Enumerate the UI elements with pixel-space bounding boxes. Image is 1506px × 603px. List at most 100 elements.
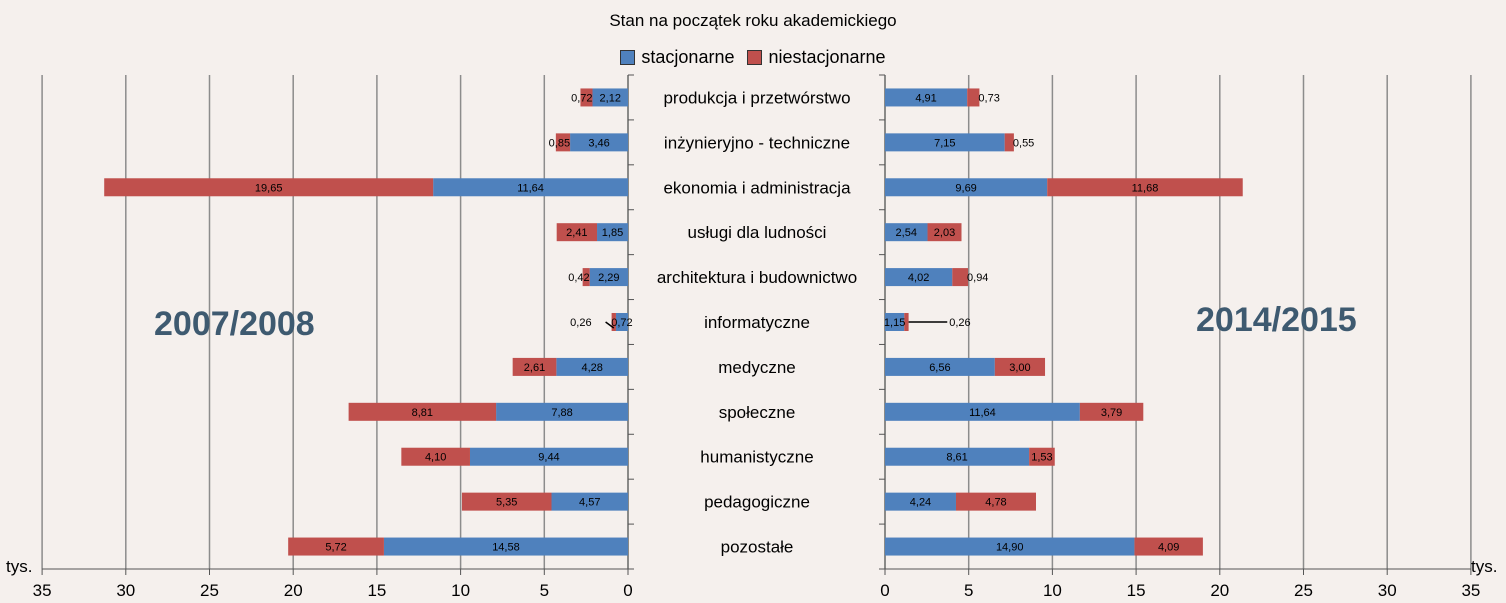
x-tick-label-left: 0 <box>623 581 632 600</box>
bar-niestacjonarne-left <box>555 133 571 152</box>
data-label-stacjonarne-left: 1,85 <box>602 227 623 239</box>
data-label-stacjonarne-right: 7,15 <box>934 137 955 149</box>
legend-label-niestacjonarne: niestacjonarne <box>768 47 886 67</box>
data-label-stacjonarne-right: 4,91 <box>915 92 936 104</box>
bar-niestacjonarne-left <box>582 268 590 287</box>
bar-niestacjonarne-right <box>927 223 962 242</box>
category-label: pozostałe <box>721 538 794 557</box>
x-tick-label-left: 25 <box>200 581 219 600</box>
bar-niestacjonarne-right <box>1134 537 1203 556</box>
bar-niestacjonarne-right <box>1004 133 1014 152</box>
unit-label-left: tys. <box>6 557 33 576</box>
data-label-niestacjonarne-right: 2,03 <box>934 227 955 239</box>
bar-niestacjonarne-right <box>955 492 1036 511</box>
bar-stacjonarne-right <box>885 223 928 242</box>
data-label-niestacjonarne-left: 0,85 <box>549 137 570 149</box>
x-tick-label-left: 5 <box>540 581 549 600</box>
bar-stacjonarne-right <box>885 447 1030 466</box>
data-label-stacjonarne-left: 14,58 <box>492 542 520 554</box>
data-label-stacjonarne-right: 4,24 <box>910 497 931 509</box>
bar-niestacjonarne-right <box>952 268 969 287</box>
data-label-stacjonarne-right: 9,69 <box>955 182 976 194</box>
bar-stacjonarne-right <box>885 313 905 331</box>
bar-niestacjonarne-left <box>401 447 470 466</box>
data-label-stacjonarne-left: 2,12 <box>600 92 621 104</box>
bar-stacjonarne-left <box>592 88 628 107</box>
year-label-left: 2007/2008 <box>154 305 315 343</box>
bar-stacjonarne-right <box>885 537 1135 556</box>
bar-niestacjonarne-right <box>1029 447 1055 466</box>
legend-swatch-niestacjonarne <box>747 50 763 65</box>
chart-subtitle: Stan na początek roku akademickiego <box>609 11 897 30</box>
bar-stacjonarne-left <box>556 357 628 376</box>
data-label-niestacjonarne-left: 2,61 <box>524 362 545 374</box>
legend: stacjonarne niestacjonarne <box>0 47 1506 70</box>
x-tick-label-left: 10 <box>451 581 470 600</box>
category-label: inżynieryjno - techniczne <box>664 133 850 152</box>
unit-label-right: tys. <box>1471 557 1498 576</box>
data-label-stacjonarne-right: 6,56 <box>929 362 950 374</box>
bar-stacjonarne-right <box>885 133 1005 152</box>
x-tick-label-right: 35 <box>1461 581 1480 600</box>
legend-label-stacjonarne: stacjonarne <box>641 47 735 67</box>
data-label-niestacjonarne-right: 3,79 <box>1101 407 1122 419</box>
data-label-stacjonarne-left: 7,88 <box>551 407 572 419</box>
data-label-stacjonarne-right: 4,02 <box>908 272 929 284</box>
bar-niestacjonarne-left <box>556 223 598 242</box>
data-label-niestacjonarne-left: 0,42 <box>568 272 589 284</box>
data-label-stacjonarne-right: 14,90 <box>996 542 1024 554</box>
data-label-niestacjonarne-left: 5,72 <box>325 542 346 554</box>
bar-stacjonarne-right <box>885 357 995 376</box>
data-label-niestacjonarne-right: 1,53 <box>1031 452 1052 464</box>
x-tick-label-right: 5 <box>964 581 973 600</box>
bar-stacjonarne-left <box>589 268 628 287</box>
category-label: humanistyczne <box>700 448 813 467</box>
x-tick-label-right: 0 <box>880 581 889 600</box>
category-label: architektura i budownictwo <box>657 268 857 287</box>
data-label-niestacjonarne-right: 0,26 <box>949 317 970 329</box>
data-label-stacjonarne-left: 3,46 <box>588 137 609 149</box>
bar-niestacjonarne-left <box>348 402 497 421</box>
data-label-niestacjonarne-right: 0,94 <box>967 272 988 284</box>
bar-niestacjonarne-left <box>288 537 384 556</box>
data-label-stacjonarne-left: 11,64 <box>517 182 544 194</box>
bar-stacjonarne-left <box>570 133 628 152</box>
bar-niestacjonarne-left <box>512 357 557 376</box>
category-label: medyczne <box>718 358 795 377</box>
bar-niestacjonarne-left <box>580 88 593 107</box>
x-tick-label-right: 25 <box>1294 581 1313 600</box>
data-label-niestacjonarne-left: 0,26 <box>570 317 591 329</box>
bar-stacjonarne-right <box>885 178 1048 197</box>
category-label: społeczne <box>719 403 796 422</box>
x-tick-label-right: 30 <box>1378 581 1397 600</box>
bar-niestacjonarne-left <box>104 178 434 197</box>
x-tick-label-right: 15 <box>1127 581 1146 600</box>
data-label-stacjonarne-left: 0,72 <box>611 317 632 329</box>
data-label-stacjonarne-right: 2,54 <box>896 227 917 239</box>
legend-item-niestacjonarne: niestacjonarne <box>747 47 886 68</box>
data-label-stacjonarne-left: 4,57 <box>579 497 600 509</box>
bar-stacjonarne-left <box>615 313 628 331</box>
data-label-stacjonarne-right: 11,64 <box>969 407 996 419</box>
data-label-stacjonarne-left: 2,29 <box>598 272 619 284</box>
data-label-niestacjonarne-right: 0,73 <box>978 92 999 104</box>
category-label: pedagogiczne <box>704 493 810 512</box>
data-label-niestacjonarne-right: 4,78 <box>985 497 1006 509</box>
data-label-niestacjonarne-right: 4,09 <box>1158 542 1179 554</box>
data-label-niestacjonarne-left: 5,35 <box>496 497 517 509</box>
legend-item-stacjonarne: stacjonarne <box>620 47 734 68</box>
bar-stacjonarne-right <box>885 402 1080 421</box>
leader-line-left <box>605 321 615 329</box>
data-label-niestacjonarne-right: 0,55 <box>1013 137 1034 149</box>
x-tick-label-right: 20 <box>1210 581 1229 600</box>
bar-niestacjonarne-left <box>611 313 616 331</box>
bar-niestacjonarne-right <box>904 313 909 331</box>
category-label: produkcja i przetwórstwo <box>663 88 850 107</box>
category-label: ekonomia i administracja <box>663 178 851 197</box>
category-label: usługi dla ludności <box>688 223 827 242</box>
bar-stacjonarne-left <box>469 447 628 466</box>
bar-stacjonarne-left <box>597 223 628 242</box>
data-label-stacjonarne-left: 9,44 <box>538 452 559 464</box>
data-label-niestacjonarne-right: 3,00 <box>1009 362 1030 374</box>
